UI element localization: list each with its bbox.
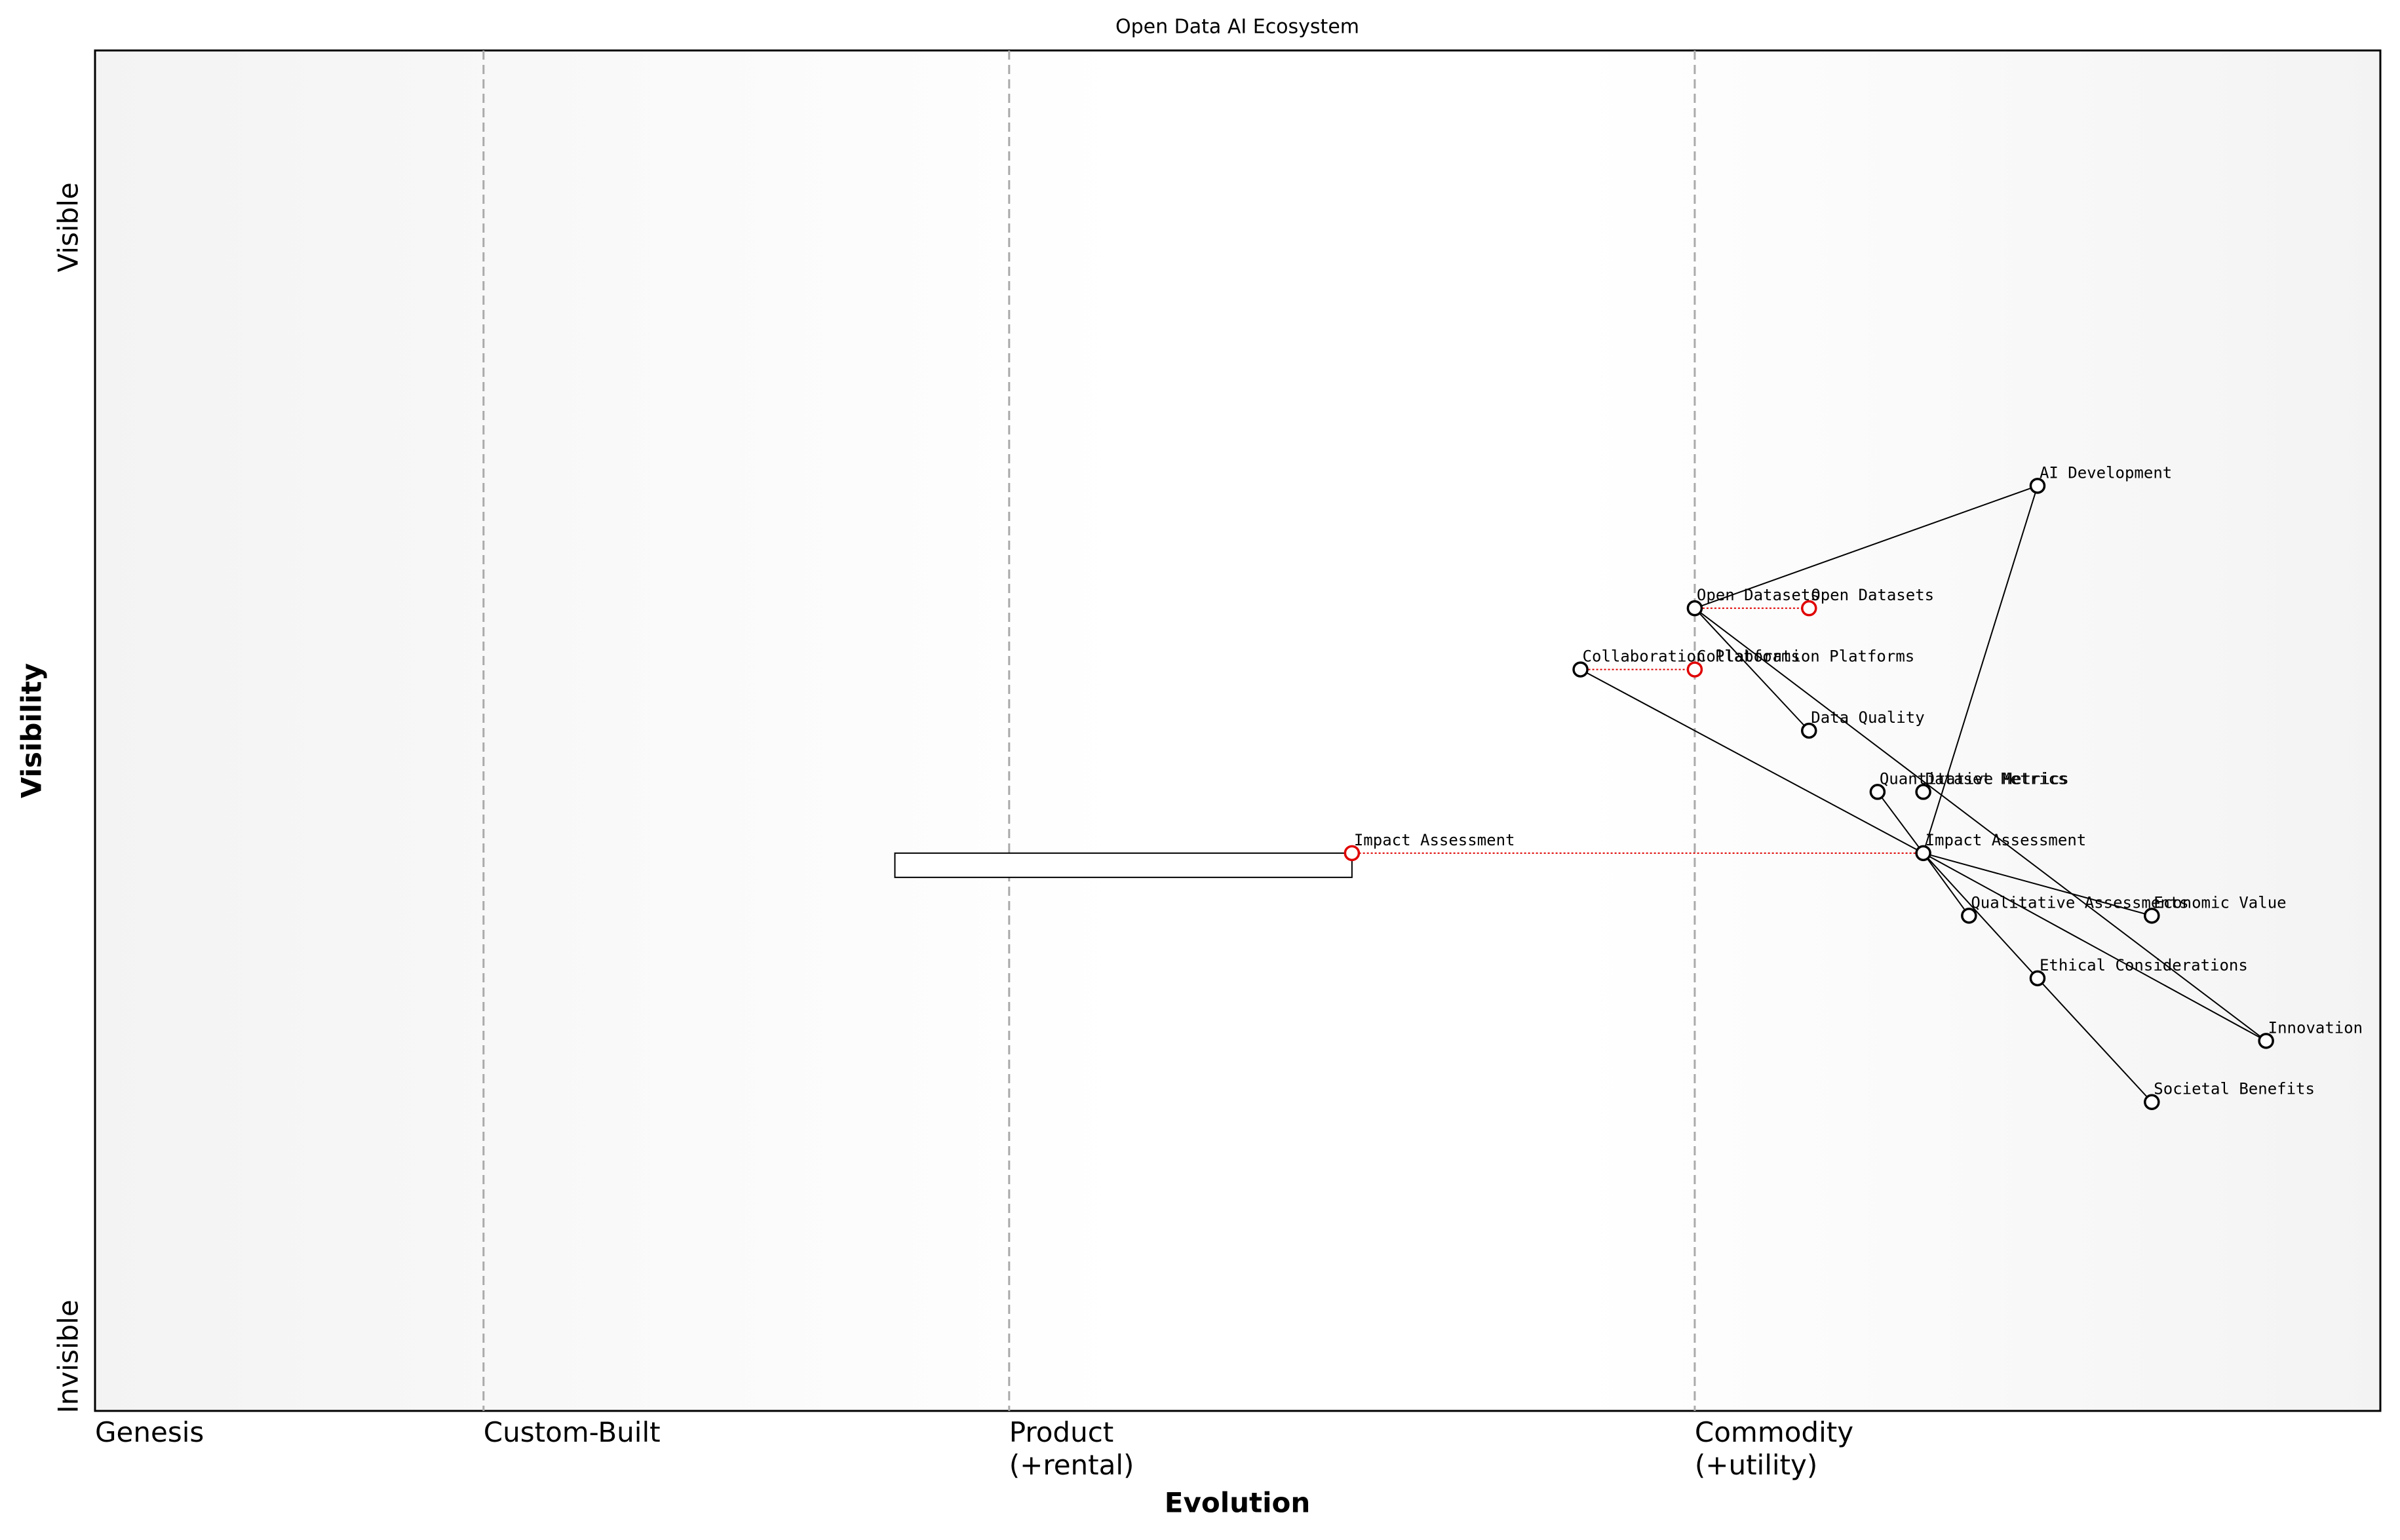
x-tick-label: Commodity (+utility) bbox=[1694, 1416, 1854, 1482]
component bbox=[1915, 845, 1931, 862]
evolve-label: Impact Assessment bbox=[1354, 831, 1515, 849]
evolve-target bbox=[1686, 661, 1703, 678]
component-label: Impact Assessment bbox=[1926, 831, 2087, 849]
component bbox=[1686, 600, 1703, 617]
link bbox=[1580, 668, 1924, 854]
component bbox=[2029, 478, 2046, 494]
evolve-label: Collaboration Platforms bbox=[1697, 647, 1914, 666]
component bbox=[2029, 970, 2046, 987]
component-label: Quantitative Metrics bbox=[1880, 769, 2069, 788]
evolve-label: Open Datasets bbox=[1811, 586, 1934, 604]
component bbox=[2258, 1033, 2274, 1049]
component-label: Economic Value bbox=[2154, 893, 2286, 912]
component bbox=[1572, 661, 1589, 678]
evolve-target bbox=[1801, 600, 1817, 617]
link bbox=[1923, 852, 2152, 917]
link bbox=[2037, 978, 2153, 1103]
component-label: Open Datasets bbox=[1697, 586, 1820, 604]
y-axis-title: Visibility bbox=[16, 663, 48, 798]
x-tick-label: Genesis bbox=[95, 1416, 204, 1448]
component bbox=[1869, 784, 1886, 800]
x-tick-label: Custom-Built bbox=[483, 1416, 661, 1448]
component-label: Collaboration Platforms bbox=[1583, 647, 1800, 666]
evolve-target bbox=[1344, 845, 1361, 862]
link bbox=[1694, 607, 2267, 1042]
component bbox=[1801, 722, 1817, 739]
link bbox=[1877, 791, 1924, 854]
component bbox=[1961, 908, 1977, 924]
plot-area bbox=[94, 49, 2382, 1412]
component bbox=[2144, 1094, 2160, 1110]
component-label: Societal Benefits bbox=[2154, 1080, 2315, 1098]
component-label: Data Quality bbox=[1811, 708, 1924, 727]
x-tick-label: Product (+rental) bbox=[1009, 1416, 1134, 1482]
pipeline bbox=[894, 852, 1353, 878]
component-label: AI Development bbox=[2040, 463, 2172, 482]
link bbox=[1694, 485, 2038, 609]
y-tick-label: Visible bbox=[52, 182, 85, 272]
link bbox=[1922, 853, 2038, 979]
link bbox=[1922, 853, 1970, 916]
component bbox=[1915, 784, 1931, 800]
component-label: Dataset Metrics bbox=[1926, 769, 2068, 788]
component-label: Ethical Considerations bbox=[2040, 956, 2248, 974]
x-axis-title: Evolution bbox=[1165, 1487, 1310, 1519]
y-tick-label: Invisible bbox=[52, 1299, 85, 1413]
link bbox=[1923, 852, 2267, 1042]
chart-title: Open Data AI Ecosystem bbox=[1115, 16, 1359, 39]
link bbox=[1694, 607, 1810, 731]
component-label: Innovation bbox=[2268, 1018, 2363, 1037]
component bbox=[2144, 908, 2160, 924]
link bbox=[1922, 486, 2038, 854]
